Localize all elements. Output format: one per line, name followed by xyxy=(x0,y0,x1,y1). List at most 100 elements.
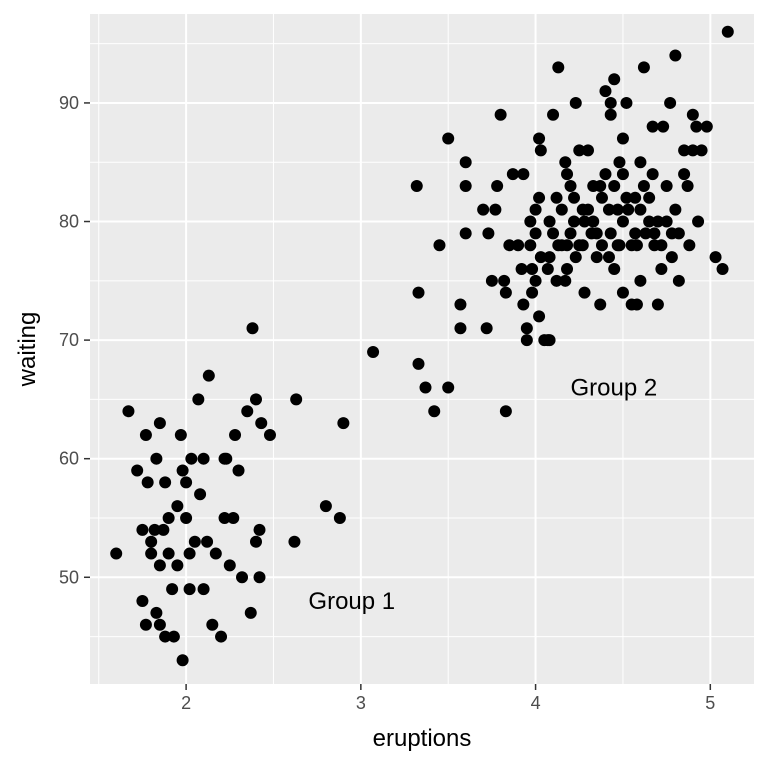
data-point xyxy=(232,464,245,477)
x-axis-title: eruptions xyxy=(373,725,472,752)
data-point xyxy=(646,168,659,181)
data-point xyxy=(419,381,432,394)
data-point xyxy=(629,227,642,240)
data-point xyxy=(599,168,612,181)
data-point xyxy=(227,511,240,524)
data-point xyxy=(716,262,729,275)
data-point xyxy=(412,357,425,370)
data-point xyxy=(559,156,572,169)
data-point xyxy=(319,500,332,513)
data-point xyxy=(512,239,525,252)
y-tick-label: 80 xyxy=(59,212,79,232)
data-point xyxy=(153,618,166,631)
data-point xyxy=(520,322,533,335)
data-point xyxy=(681,179,694,192)
data-point xyxy=(604,227,617,240)
data-point xyxy=(529,274,542,287)
data-point xyxy=(700,120,713,133)
data-point xyxy=(223,559,236,572)
data-point xyxy=(180,511,193,524)
data-point xyxy=(613,239,626,252)
data-point xyxy=(616,132,629,145)
data-point xyxy=(150,452,163,465)
data-point xyxy=(690,120,703,133)
data-point xyxy=(646,120,659,133)
data-point xyxy=(595,239,608,252)
data-point xyxy=(229,428,242,441)
data-point xyxy=(337,417,350,430)
data-point xyxy=(651,298,664,311)
data-point xyxy=(194,488,207,501)
data-point xyxy=(613,156,626,169)
data-point xyxy=(209,547,222,560)
data-point xyxy=(459,227,472,240)
data-point xyxy=(655,239,668,252)
data-point xyxy=(183,583,196,596)
data-point xyxy=(139,428,152,441)
data-point xyxy=(110,547,123,560)
data-point xyxy=(576,203,589,216)
data-point xyxy=(176,464,189,477)
data-point xyxy=(367,345,380,358)
data-point xyxy=(236,571,249,584)
data-point xyxy=(634,274,647,287)
data-point xyxy=(534,144,547,157)
data-point xyxy=(594,298,607,311)
data-point xyxy=(174,428,187,441)
data-point xyxy=(139,618,152,631)
data-point xyxy=(651,215,664,228)
data-point xyxy=(485,274,498,287)
data-point xyxy=(480,322,493,335)
data-point xyxy=(608,179,621,192)
data-point xyxy=(611,203,624,216)
data-point xyxy=(604,108,617,121)
data-point xyxy=(669,49,682,62)
data-point xyxy=(454,322,467,335)
data-point xyxy=(477,203,490,216)
data-point xyxy=(533,310,546,323)
data-point xyxy=(616,168,629,181)
data-point xyxy=(494,108,507,121)
data-point xyxy=(290,393,303,406)
data-point xyxy=(541,262,554,275)
data-point xyxy=(590,251,603,264)
data-point xyxy=(672,227,685,240)
data-point xyxy=(686,144,699,157)
data-point xyxy=(250,393,262,406)
annotation-label: Group 1 xyxy=(308,588,395,615)
data-point xyxy=(660,215,673,228)
data-point xyxy=(555,203,568,216)
data-point xyxy=(590,227,603,240)
data-point xyxy=(620,96,633,109)
y-axis-title: waiting xyxy=(14,312,41,388)
x-tick-label: 3 xyxy=(356,693,366,713)
data-point xyxy=(608,73,621,86)
data-point xyxy=(515,262,528,275)
data-point xyxy=(202,369,215,382)
data-point xyxy=(454,298,467,311)
data-point xyxy=(547,108,560,121)
data-point xyxy=(622,203,635,216)
data-point xyxy=(550,274,563,287)
data-point xyxy=(678,144,691,157)
data-point xyxy=(159,476,172,489)
data-point xyxy=(709,251,722,264)
data-point xyxy=(655,262,668,275)
data-point xyxy=(167,630,180,643)
data-point xyxy=(171,500,184,513)
data-point xyxy=(220,452,233,465)
y-tick-label: 50 xyxy=(59,567,79,587)
data-point xyxy=(517,298,530,311)
data-point xyxy=(157,523,170,536)
data-point xyxy=(288,535,301,548)
data-point xyxy=(657,120,670,133)
data-point xyxy=(561,262,574,275)
data-point xyxy=(648,227,661,240)
data-point xyxy=(543,251,556,264)
data-point xyxy=(643,215,656,228)
data-point xyxy=(498,274,511,287)
data-point xyxy=(552,239,565,252)
data-point xyxy=(669,203,682,216)
data-point xyxy=(263,428,276,441)
data-point xyxy=(692,215,705,228)
